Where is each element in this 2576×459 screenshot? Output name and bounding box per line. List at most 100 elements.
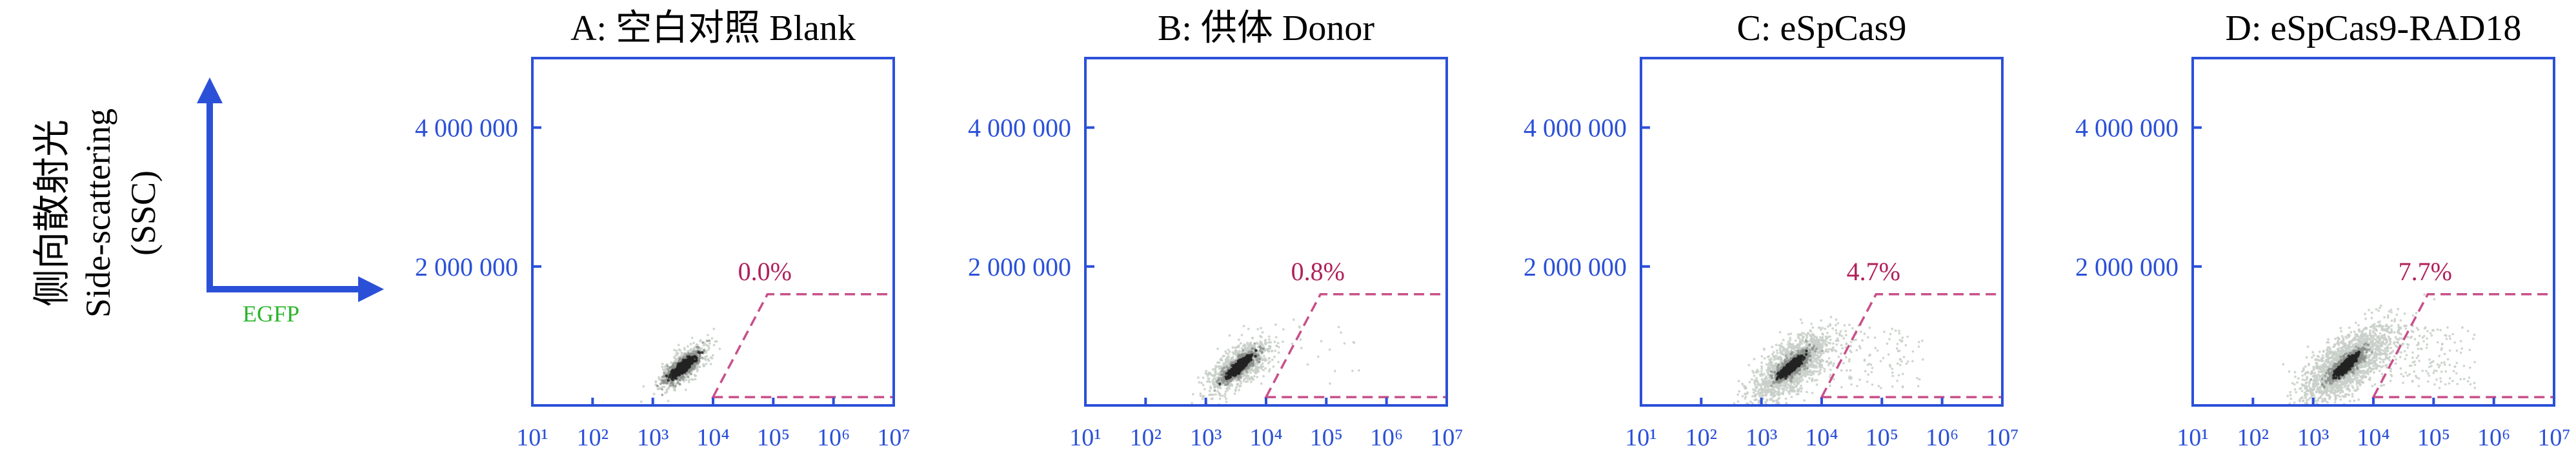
event-point bbox=[680, 376, 683, 379]
event-point bbox=[1782, 338, 1785, 342]
event-point bbox=[1214, 393, 1217, 396]
event-point bbox=[1328, 348, 1331, 351]
event-point bbox=[1227, 355, 1230, 358]
egfp-gate bbox=[1264, 293, 1448, 398]
event-point bbox=[1835, 343, 1838, 346]
event-point bbox=[1251, 378, 1254, 381]
event-point bbox=[685, 363, 688, 366]
event-point bbox=[1269, 345, 1272, 348]
gate-percent-label: 0.0% bbox=[738, 257, 792, 286]
event-point bbox=[1816, 370, 1819, 373]
event-point bbox=[709, 363, 712, 365]
event-point bbox=[683, 368, 686, 371]
event-point bbox=[1218, 397, 1222, 400]
event-point bbox=[674, 389, 676, 392]
event-point bbox=[1225, 372, 1229, 375]
event-point bbox=[661, 368, 665, 371]
event-point bbox=[1216, 382, 1220, 385]
event-point bbox=[675, 360, 678, 363]
x-tick-label: 10⁷ bbox=[877, 424, 910, 451]
event-point bbox=[1264, 338, 1267, 342]
event-point bbox=[707, 359, 710, 362]
event-point bbox=[694, 351, 698, 354]
event-point bbox=[642, 385, 645, 388]
event-point bbox=[708, 347, 710, 349]
event-point bbox=[661, 385, 664, 389]
event-point bbox=[1198, 381, 1201, 384]
event-point bbox=[707, 345, 710, 347]
event-point bbox=[1202, 383, 1205, 387]
event-point bbox=[1240, 382, 1243, 385]
event-point bbox=[1320, 340, 1323, 343]
event-point bbox=[1752, 391, 1755, 394]
event-point bbox=[1213, 389, 1216, 392]
event-point bbox=[703, 364, 705, 367]
event-point bbox=[1228, 334, 1231, 337]
event-point bbox=[1245, 380, 1247, 383]
event-point bbox=[714, 340, 717, 343]
event-point bbox=[1254, 354, 1257, 358]
plot-frame bbox=[1084, 57, 1448, 407]
event-point bbox=[1273, 355, 1276, 358]
event-point bbox=[1219, 387, 1222, 390]
event-point bbox=[1343, 342, 1346, 345]
event-point bbox=[1261, 359, 1263, 362]
event-point bbox=[687, 380, 690, 383]
event-point bbox=[678, 378, 681, 382]
event-point bbox=[674, 372, 678, 375]
event-point bbox=[1239, 355, 1242, 358]
event-point bbox=[681, 378, 685, 381]
event-point bbox=[1233, 369, 1236, 373]
event-point bbox=[1251, 344, 1254, 347]
panel-title: B: 供体 Donor bbox=[1158, 8, 1374, 48]
event-point bbox=[1298, 325, 1301, 328]
event-point bbox=[1218, 393, 1222, 396]
event-point bbox=[1199, 394, 1202, 397]
event-point bbox=[1238, 385, 1241, 388]
event-point bbox=[661, 393, 664, 396]
event-point bbox=[676, 381, 679, 384]
event-point bbox=[1337, 325, 1340, 329]
event-point bbox=[661, 362, 664, 365]
event-point bbox=[680, 363, 684, 367]
event-point bbox=[1192, 393, 1194, 396]
event-point bbox=[1216, 372, 1219, 375]
event-point bbox=[1226, 389, 1229, 392]
event-point bbox=[1259, 347, 1262, 349]
event-point bbox=[1240, 334, 1243, 336]
event-point bbox=[1282, 340, 1284, 343]
event-point bbox=[1272, 365, 1275, 368]
event-point bbox=[1260, 336, 1263, 338]
event-point bbox=[1227, 352, 1230, 356]
event-point bbox=[661, 375, 665, 378]
event-point bbox=[639, 400, 643, 403]
y-tick-label: 4 000 000 bbox=[415, 114, 518, 143]
event-point bbox=[1205, 369, 1208, 372]
event-point bbox=[1306, 363, 1309, 366]
event-point bbox=[663, 385, 666, 389]
event-point bbox=[1260, 351, 1263, 353]
event-point bbox=[1256, 376, 1259, 378]
event-point bbox=[1242, 380, 1245, 383]
event-point bbox=[1211, 380, 1214, 382]
event-point bbox=[1258, 358, 1262, 361]
event-point bbox=[1191, 402, 1193, 405]
event-point bbox=[1277, 351, 1280, 354]
event-point bbox=[1229, 380, 1232, 383]
x-tick-label: 10² bbox=[577, 424, 609, 451]
x-tick-label: 10² bbox=[1130, 424, 1162, 451]
event-point bbox=[1236, 360, 1240, 363]
x-tick-label: 10³ bbox=[1190, 424, 1222, 451]
event-point bbox=[1228, 387, 1231, 390]
x-tick-label: 10⁷ bbox=[1430, 424, 1463, 451]
event-point bbox=[1214, 385, 1217, 388]
event-point bbox=[1257, 353, 1260, 356]
event-point bbox=[690, 367, 693, 370]
event-point bbox=[1249, 342, 1253, 345]
event-point bbox=[1262, 347, 1264, 351]
event-point bbox=[1785, 389, 1788, 392]
event-point bbox=[1220, 357, 1223, 360]
event-point bbox=[1353, 342, 1356, 344]
